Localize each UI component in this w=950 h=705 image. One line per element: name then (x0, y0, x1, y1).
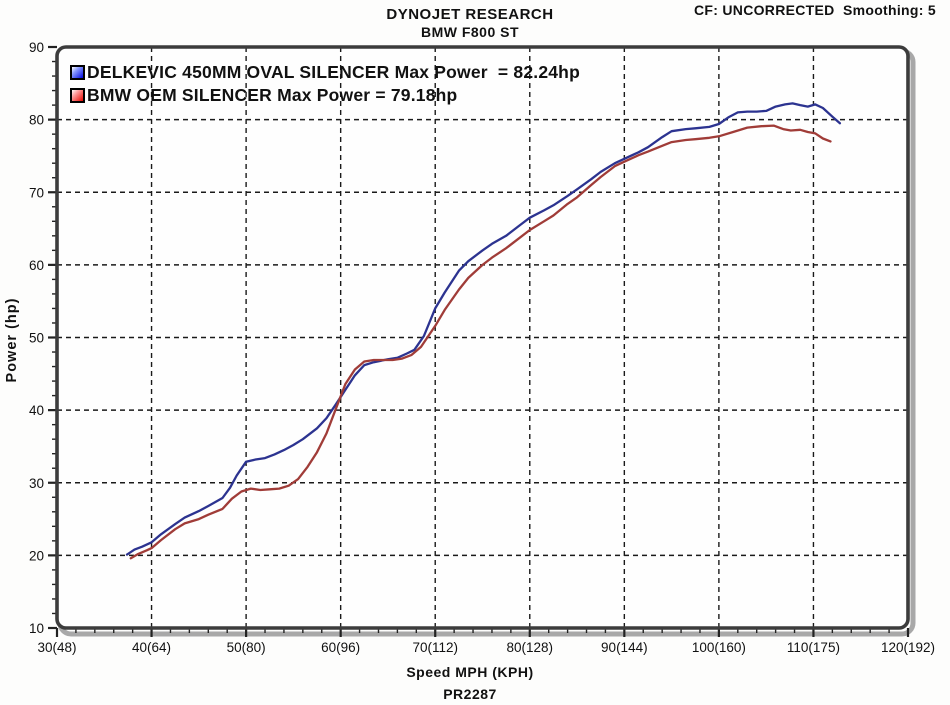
x-tick-label: 100(160) (692, 640, 746, 655)
run-id: PR2287 (443, 686, 497, 702)
x-tick-label: 90(144) (601, 640, 648, 655)
power-curve-bmw-oem (129, 124, 832, 560)
legend-label-bmw-oem: BMW OEM SILENCER Max Power = 79.18hp (87, 85, 458, 105)
chart-subtitle: BMW F800 ST (420, 24, 520, 40)
x-axis-label: Speed MPH (KPH) (406, 664, 534, 680)
y-axis-label: Power (hp) (4, 297, 20, 383)
plot-frame (55, 45, 910, 630)
x-tick-label: 40(64) (132, 640, 171, 655)
x-tick-label: 50(80) (227, 640, 266, 655)
y-tick-label: 30 (29, 476, 44, 491)
y-tick-label: 70 (29, 185, 44, 200)
y-tick-label: 60 (29, 258, 44, 273)
y-tick-label: 50 (29, 331, 44, 346)
y-tick-label: 40 (29, 403, 44, 418)
bmw-oem-series-swatch-icon (70, 88, 85, 103)
x-tick-label: 80(128) (507, 640, 554, 655)
y-tick-label: 10 (29, 621, 44, 636)
delkevic-series-swatch-icon (70, 65, 85, 80)
x-tick-label: 110(175) (787, 640, 840, 655)
x-tick-label: 70(112) (412, 640, 458, 655)
y-tick-label: 90 (29, 40, 44, 55)
legend-label-delkevic: DELKEVIC 450MM OVAL SILENCER Max Power =… (87, 62, 580, 82)
correction-smoothing-label: CF: UNCORRECTED Smoothing: 5 (693, 2, 936, 18)
legend-row-bmw-oem: BMW OEM SILENCER Max Power = 79.18hp (70, 84, 580, 107)
chart-title: DYNOJET RESEARCH (386, 6, 554, 23)
y-tick-label: 20 (29, 548, 44, 563)
x-tick-label: 120(192) (881, 640, 935, 655)
legend-row-delkevic: DELKEVIC 450MM OVAL SILENCER Max Power =… (70, 61, 580, 84)
x-tick-label: 60(96) (321, 640, 360, 655)
y-tick-label: 80 (29, 113, 44, 128)
legend: DELKEVIC 450MM OVAL SILENCER Max Power =… (70, 61, 580, 107)
x-tick-label: 30(48) (37, 640, 76, 655)
power-curve-delkevic (125, 102, 842, 556)
